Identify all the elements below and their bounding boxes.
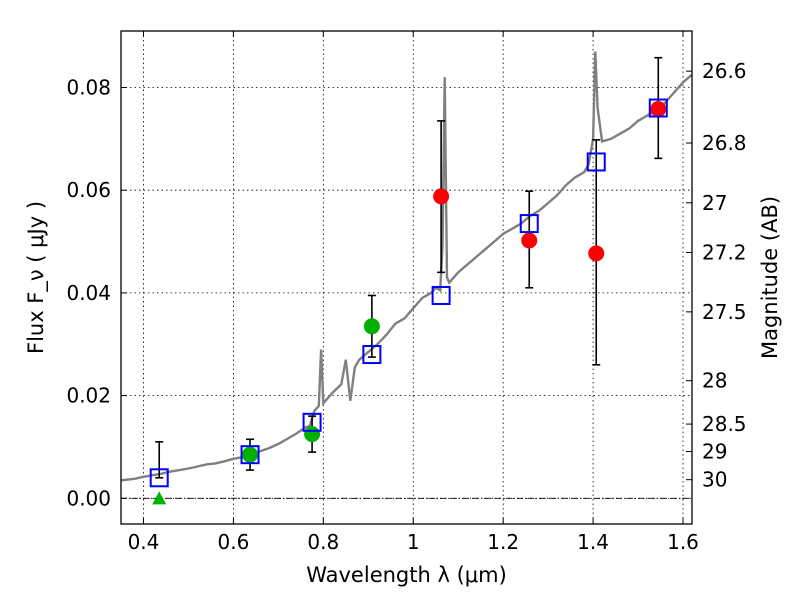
x-tick-label: 0.6 [217, 530, 249, 554]
model-box [431, 285, 451, 305]
model-box [302, 412, 322, 432]
y-tick-label: 0.08 [66, 75, 111, 99]
y-axis-label: Flux F_ν ( μJy ) [24, 201, 49, 354]
right-tick-label: 28 [702, 369, 727, 393]
model-box [519, 214, 539, 234]
model-box [149, 468, 169, 488]
model-box [240, 445, 260, 465]
red-data-point [521, 232, 538, 249]
red-data-point [650, 101, 667, 118]
y-tick-label: 0.06 [66, 178, 111, 202]
right-tick-label: 29 [702, 439, 727, 463]
grid [121, 31, 692, 524]
errorbars [155, 56, 663, 479]
green-upper-limit-marker [152, 491, 167, 505]
x-tick-label: 1.2 [487, 530, 519, 554]
red-data-point [588, 245, 605, 262]
x-tick-label: 1.4 [577, 530, 609, 554]
green-data-point [242, 446, 259, 463]
right-tick-label: 27.5 [702, 300, 747, 324]
x-axis-label: Wavelength λ (μm) [306, 563, 507, 587]
model-box [586, 152, 606, 172]
model-box [648, 98, 668, 118]
x-tick-label: 1.6 [667, 530, 699, 554]
x-tick-label: 0.4 [128, 530, 160, 554]
green-data-point [363, 318, 380, 335]
green-data-point [304, 426, 321, 443]
model-boxes [149, 98, 668, 488]
sed-curve [120, 51, 693, 482]
plot-frame [120, 30, 693, 525]
x-tick-label: 1 [407, 530, 420, 554]
axis-ticks: 0.4 0.6 0.8 1 1.2 1.4 1.6 0.00 0.02 0.04 0.06 0.08 2… [66, 31, 747, 554]
right-tick-label: 28.5 [702, 412, 747, 436]
data-points [152, 101, 667, 505]
red-data-point [433, 188, 450, 205]
right-tick-label: 26.6 [702, 59, 747, 83]
y-tick-label: 0.04 [66, 281, 111, 305]
model-box [362, 345, 382, 365]
right-tick-label: 26.8 [702, 131, 747, 155]
y-tick-label: 0.02 [66, 384, 111, 408]
x-tick-label: 0.8 [307, 530, 339, 554]
right-tick-label: 30 [702, 468, 727, 492]
y-tick-label: 0.00 [66, 486, 111, 510]
right-axis-label: Magnitude (AB) [758, 196, 782, 359]
right-tick-label: 27.2 [702, 241, 747, 265]
right-tick-label: 27 [702, 191, 727, 215]
